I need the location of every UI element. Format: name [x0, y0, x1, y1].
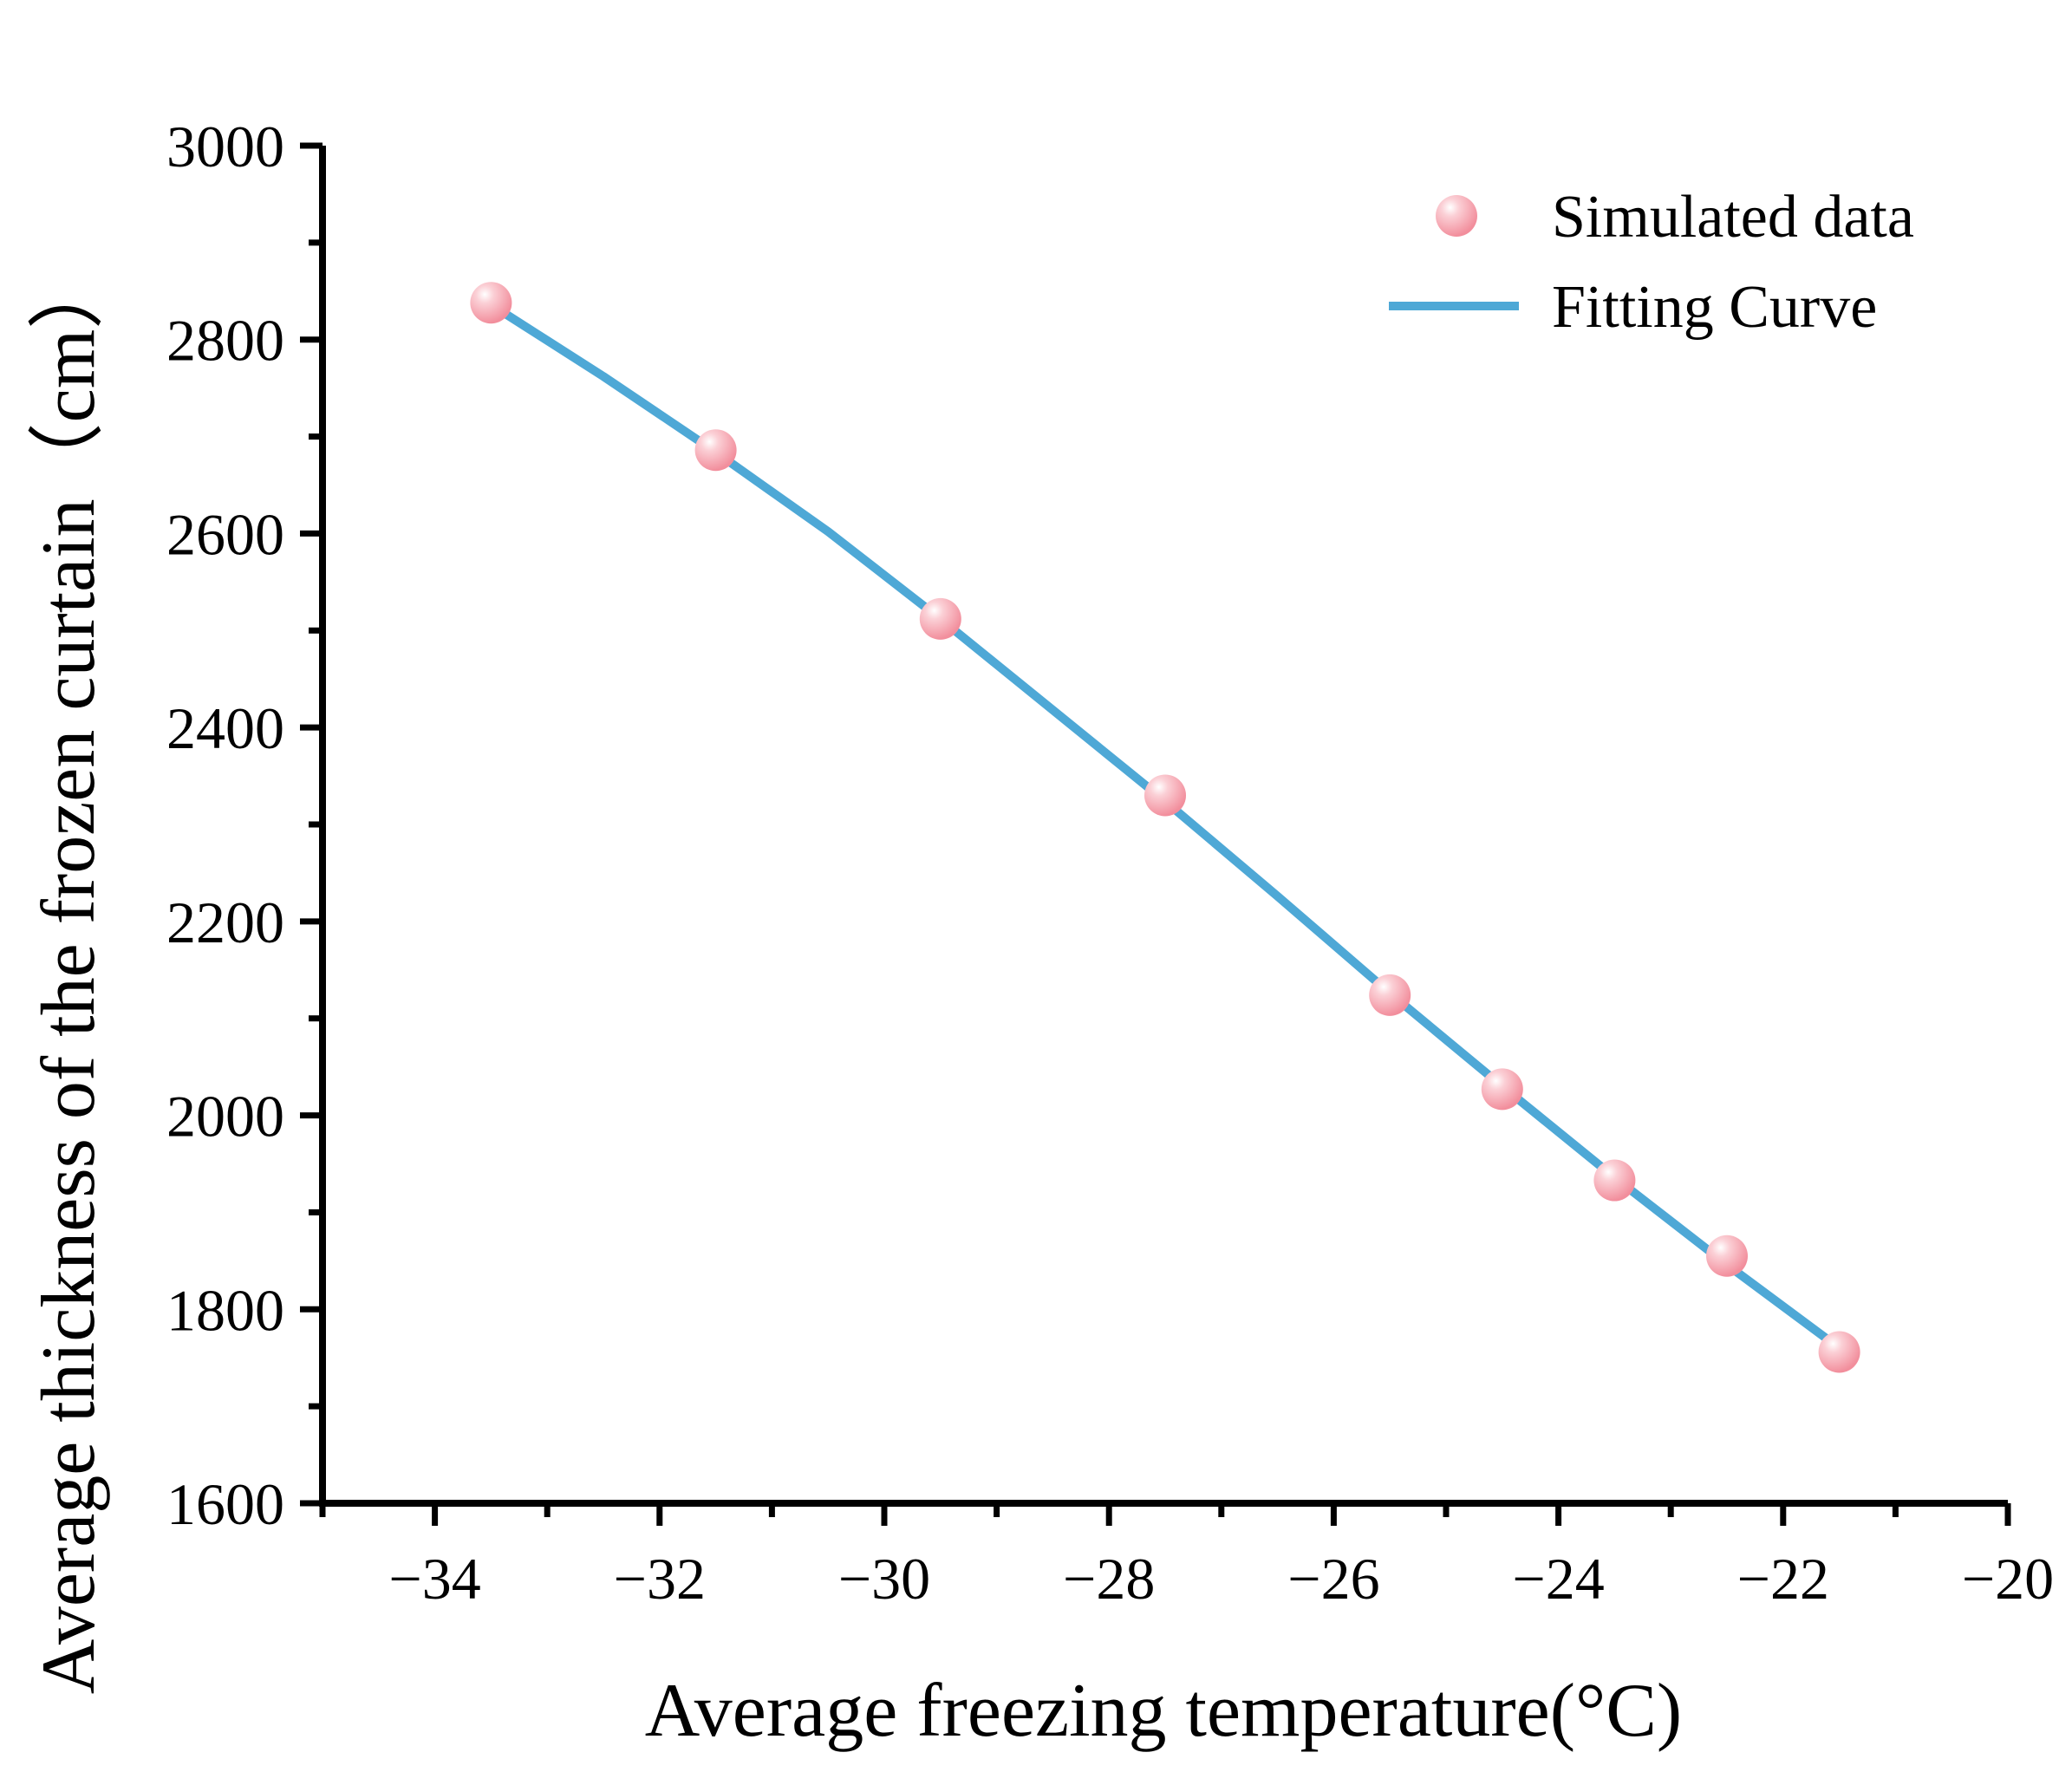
data-point — [1481, 1068, 1523, 1111]
x-tick-label: −24 — [1512, 1546, 1604, 1612]
y-tick-label: 2400 — [166, 695, 284, 761]
x-tick-label: −34 — [388, 1546, 480, 1612]
y-tick-label: 2200 — [166, 889, 284, 955]
legend: Simulated data Fitting Curve — [1389, 184, 1914, 341]
data-point — [1706, 1235, 1748, 1277]
y-tick-label: 3000 — [166, 114, 284, 179]
data-point — [1369, 974, 1411, 1016]
x-tick-label: −26 — [1287, 1546, 1379, 1612]
y-axis-title: Average thickness of the frozen curtain（… — [27, 253, 111, 1694]
legend-marker-simulated-data — [1436, 195, 1477, 237]
y-tick-label: 1600 — [166, 1471, 284, 1537]
data-point — [470, 282, 512, 324]
y-tick-label: 1800 — [166, 1277, 284, 1343]
y-tick-label: 2000 — [166, 1084, 284, 1150]
legend-label-simulated-data: Simulated data — [1552, 184, 1914, 251]
fitting-curve-line — [486, 300, 1844, 1352]
axes — [319, 146, 2008, 1507]
data-point — [1818, 1331, 1860, 1373]
y-tick-label: 2600 — [166, 501, 284, 567]
simulated-data-points — [470, 282, 1860, 1373]
fitting-curve — [486, 300, 1844, 1352]
x-tick-label: −22 — [1737, 1546, 1829, 1612]
data-point — [1593, 1159, 1636, 1202]
x-tick-label: −20 — [1962, 1546, 2054, 1612]
x-tick-label: −32 — [614, 1546, 706, 1612]
data-point — [919, 597, 961, 640]
data-point — [1144, 774, 1186, 817]
x-tick-label: −30 — [838, 1546, 930, 1612]
ticks — [300, 142, 2011, 1526]
x-axis-title: Average freezing temperature(°C) — [645, 1669, 1682, 1753]
y-tick-label: 2800 — [166, 308, 284, 374]
legend-label-fitting-curve: Fitting Curve — [1552, 274, 1877, 341]
x-tick-label: −28 — [1063, 1546, 1155, 1612]
data-point — [694, 429, 737, 472]
tick-labels: −34 −32 −30 −28 −26 −24 −22 −20 1600 1800 2000 2200… — [166, 114, 2054, 1612]
